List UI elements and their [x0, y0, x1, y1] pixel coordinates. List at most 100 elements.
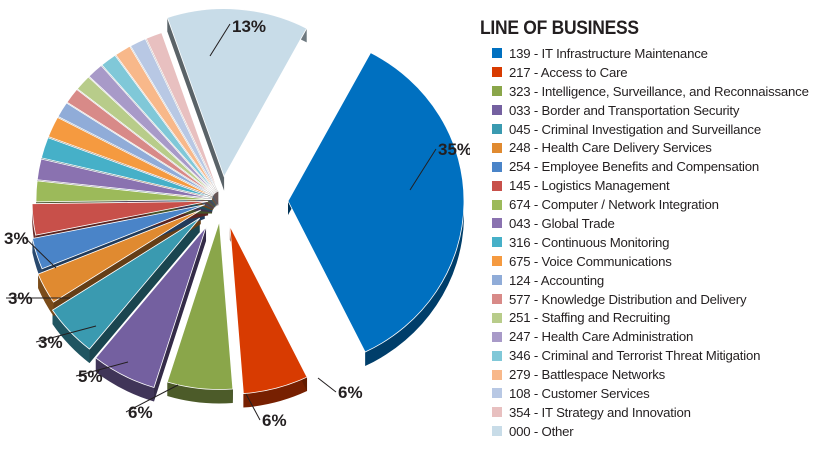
legend-label: 145 - Logistics Management	[509, 178, 670, 194]
pie-slice	[101, 54, 217, 194]
legend-item: 346 - Criminal and Terrorist Threat Miti…	[478, 346, 828, 365]
legend-label: 000 - Other	[509, 423, 574, 439]
legend-label: 279 - Battlespace Networks	[509, 367, 666, 383]
legend-swatch	[492, 275, 502, 286]
legend-item: 139 - IT Infrastructure Maintenance	[478, 44, 828, 63]
legend-label: 043 - Global Trade	[509, 215, 615, 231]
pie-slice-side	[52, 310, 90, 364]
pie-slice	[37, 209, 201, 303]
legend-swatch	[492, 124, 502, 134]
pie-slice	[166, 221, 234, 390]
legend-label: 033 - Border and Transportation Security	[509, 102, 740, 118]
pie-slice	[51, 217, 201, 350]
legend-item: 043 - Global Trade	[478, 214, 828, 233]
legend-item: 045 - Criminal Investigation and Surveil…	[478, 120, 828, 139]
legend-item: 247 - Health Care Administration	[478, 327, 828, 346]
legend-item: 254 - Employee Benefits and Compensation	[478, 157, 828, 176]
legend-item: 354 - IT Strategy and Innovation	[478, 403, 828, 422]
pie-slice-wall	[89, 218, 200, 364]
legend-items: 139 - IT Infrastructure Maintenance 217 -…	[478, 44, 828, 441]
pie-slice	[166, 8, 308, 178]
pie-leader-line	[209, 23, 231, 57]
legend-item: 323 - Intelligence, Surveillance, and Re…	[478, 82, 828, 101]
legend-label: 675 - Voice Communications	[509, 253, 672, 269]
legend-item: 577 - Knowledge Distribution and Deliver…	[478, 290, 828, 309]
pie-chart-svg: 35% 6% 6% 6% 5% 3% 3% 3% 13%	[4, 8, 470, 430]
pie-leader-line	[35, 325, 97, 343]
pie-leader-line	[317, 377, 337, 393]
pie-leader-line	[245, 393, 261, 421]
pie-slice	[115, 45, 217, 193]
legend-label: 251 - Staffing and Recruiting	[509, 310, 671, 326]
pie-slice	[35, 180, 213, 203]
legend-item: 217 - Access to Care	[478, 63, 828, 82]
pie-slice	[129, 38, 218, 193]
pie-slice-label: 6%	[338, 383, 363, 402]
legend-item: 279 - Battlespace Networks	[478, 365, 828, 384]
legend-item: 145 - Logistics Management	[478, 176, 828, 195]
pie-slice-label: 3%	[8, 289, 33, 308]
pie-slice	[31, 200, 209, 236]
legend-swatch	[492, 369, 502, 380]
legend-label: 108 - Customer Services	[509, 385, 650, 401]
legend-label: 346 - Criminal and Terrorist Threat Miti…	[509, 348, 761, 364]
legend-swatch	[492, 388, 502, 399]
legend-swatch	[492, 142, 502, 153]
legend-label: 577 - Knowledge Distribution and Deliver…	[509, 291, 747, 307]
pie-slice	[31, 204, 205, 270]
legend-swatch	[492, 294, 502, 305]
legend-label: 045 - Criminal Investigation and Surveil…	[509, 121, 761, 137]
legend-item: 124 - Accounting	[478, 271, 828, 290]
legend-item: 674 - Computer / Network Integration	[478, 195, 828, 214]
legend-item: 108 - Customer Services	[478, 384, 828, 403]
legend-swatch	[492, 237, 502, 248]
pie-slice	[57, 102, 214, 196]
legend-label: 354 - IT Strategy and Innovation	[509, 404, 691, 420]
legend-label: 248 - Health Care Delivery Services	[509, 140, 712, 156]
pie-slice	[88, 64, 216, 194]
pie-slice-side	[365, 52, 464, 367]
pie-slice-label: 5%	[78, 367, 103, 386]
legend-label: 124 - Accounting	[509, 272, 605, 288]
legend-swatch	[492, 199, 502, 210]
pie-slice-label: 13%	[232, 17, 266, 36]
legend-label: 323 - Intelligence, Surveillance, and Re…	[509, 83, 809, 99]
pie-slice	[47, 116, 214, 197]
legend-swatch	[492, 331, 502, 342]
legend: LINE OF BUSINESS 139 - IT Infrastructure…	[478, 18, 828, 441]
pie-slice	[287, 52, 465, 353]
pie-slice-label: 6%	[128, 403, 153, 422]
legend-swatch	[492, 312, 502, 323]
legend-item: 033 - Border and Transportation Security	[478, 101, 828, 120]
pie-slice-label: 3%	[38, 333, 63, 352]
legend-label: 316 - Continuous Monitoring	[509, 234, 670, 250]
pie-slice-side	[167, 381, 233, 404]
legend-item: 248 - Health Care Delivery Services	[478, 138, 828, 157]
pie-chart: 35% 6% 6% 6% 5% 3% 3% 3% 13%	[4, 8, 470, 430]
pie-slice	[66, 88, 215, 196]
legend-swatch	[492, 350, 502, 361]
pie-leader-line	[24, 237, 57, 269]
legend-swatch	[492, 218, 502, 229]
legend-swatch	[492, 86, 502, 97]
pie-slice	[36, 158, 213, 199]
pie-leader-line	[125, 384, 179, 413]
legend-swatch	[492, 256, 502, 267]
pie-slice-side	[243, 377, 308, 408]
legend-item: 251 - Staffing and Recruiting	[478, 308, 828, 327]
pie-leader-line	[75, 361, 129, 377]
legend-label: 217 - Access to Care	[509, 64, 628, 80]
pie-slice-label: 3%	[4, 229, 29, 248]
pie-leader-line	[409, 148, 437, 191]
legend-swatch	[492, 67, 502, 78]
legend-label: 247 - Health Care Administration	[509, 329, 694, 345]
pie-slice	[76, 76, 215, 195]
pie-slice-label: 35%	[438, 140, 470, 159]
pie-slice	[145, 32, 219, 192]
legend-swatch	[492, 161, 502, 172]
pie-slice	[229, 225, 308, 394]
legend-swatch	[492, 407, 502, 418]
legend-label: 254 - Employee Benefits and Compensation	[509, 159, 760, 175]
legend-title: LINE OF BUSINESS	[480, 18, 639, 39]
legend-label: 139 - IT Infrastructure Maintenance	[509, 45, 708, 61]
